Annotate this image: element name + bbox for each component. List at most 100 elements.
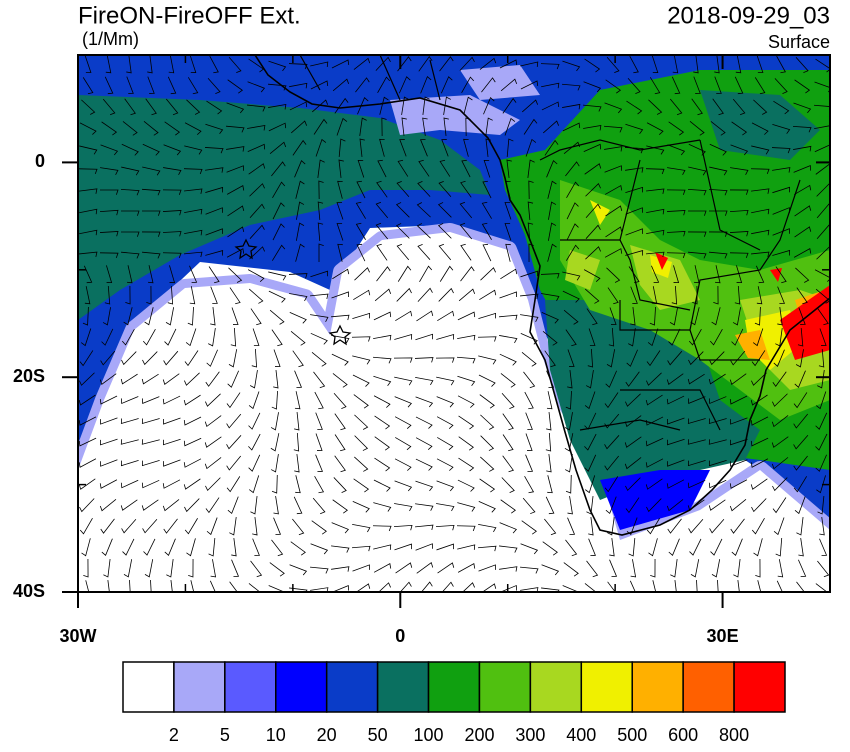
wind-barb: [317, 201, 324, 220]
wind-barb: [436, 480, 455, 492]
wind-barb: [460, 180, 472, 198]
wind-barb: [210, 286, 218, 304]
wind-barb: [416, 223, 431, 239]
wind-barb: [564, 412, 573, 431]
wind-barb: [353, 289, 371, 301]
wind-barb: [294, 454, 300, 473]
wind-barb: [210, 307, 216, 326]
wind-barb: [141, 499, 159, 511]
wind-barb: [352, 374, 370, 387]
wind-barb: [271, 390, 278, 410]
wind-barb: [273, 517, 282, 536]
wind-barb: [184, 122, 202, 135]
colorbar-box: [529, 661, 583, 713]
wind-barb: [100, 167, 119, 175]
wind-barb: [667, 167, 686, 176]
wind-barb: [419, 265, 433, 282]
wind-barb: [226, 125, 245, 133]
wind-barb: [693, 55, 699, 74]
wind-barb: [248, 583, 261, 592]
wind-barb: [604, 392, 619, 409]
wind-barb: [315, 433, 323, 451]
wind-barb: [548, 222, 557, 241]
wind-barb: [293, 432, 300, 452]
wind-barb: [687, 188, 707, 196]
wind-barb: [752, 328, 764, 347]
wind-barb: [794, 496, 806, 515]
wind-barb: [396, 243, 410, 261]
date: 2018-09-29_03: [667, 2, 830, 29]
wind-barb: [310, 314, 329, 322]
wind-barb: [295, 243, 305, 262]
wind-barb: [816, 475, 826, 494]
colorbar: 2 5 10 20 50 100 200 300 400 500 600 800: [122, 661, 786, 745]
wind-barb: [205, 167, 224, 173]
plot-frame: [77, 54, 831, 593]
wind-barb: [163, 438, 181, 446]
wind-barb: [441, 139, 449, 157]
wind-barb: [190, 580, 195, 592]
colorbar-label: 2: [169, 725, 179, 745]
wind-barb: [81, 538, 91, 557]
wind-barb: [709, 518, 725, 534]
wind-barb: [751, 498, 767, 513]
wind-barb: [355, 201, 366, 219]
wind-barb: [338, 138, 346, 157]
wind-barb: [714, 265, 721, 284]
wind-barb: [78, 478, 96, 490]
wind-barb: [772, 186, 791, 194]
wind-barb: [483, 160, 491, 178]
wind-barb: [646, 498, 662, 513]
wind-barb: [777, 307, 783, 326]
wind-barb: [437, 223, 452, 239]
wind-barb: [733, 559, 741, 578]
wind-barb: [105, 55, 112, 74]
wind-barb: [730, 518, 745, 534]
wind-barb: [793, 392, 808, 409]
wind-barb: [645, 478, 663, 490]
wind-barb: [204, 415, 222, 428]
wind-barb: [545, 496, 555, 515]
wind-barb: [250, 560, 263, 578]
x-tick-label: 0: [395, 626, 405, 646]
wind-barb: [247, 125, 266, 131]
wind-barb: [436, 376, 455, 386]
wind-barb: [798, 559, 807, 578]
wind-barb: [527, 201, 534, 220]
wind-barb: [313, 371, 326, 389]
wind-barb: [731, 538, 743, 556]
wind-barb: [163, 167, 182, 176]
wind-barb: [141, 459, 160, 467]
wind-barb: [393, 357, 413, 363]
wind-barb: [604, 413, 620, 429]
colorbar-label: 400: [566, 725, 596, 745]
wind-barb: [437, 202, 452, 218]
wind-barb: [750, 478, 768, 490]
wind-barb: [184, 518, 198, 535]
wind-barb: [813, 104, 830, 112]
wind-barb: [793, 476, 808, 493]
wind-barb: [708, 499, 726, 511]
wind-barb: [141, 479, 160, 489]
wind-barb: [273, 349, 281, 367]
wind-barb: [184, 350, 199, 367]
wind-barb: [270, 433, 280, 452]
wind-barb: [336, 202, 344, 220]
wind-barb: [247, 104, 266, 112]
wind-barb: [771, 436, 789, 448]
wind-barb: [120, 231, 140, 237]
wind-barb: [353, 394, 369, 409]
wind-barb: [541, 101, 560, 111]
wind-barb: [248, 391, 260, 410]
wind-barb: [717, 579, 719, 592]
wind-barb: [333, 393, 347, 410]
wind-barb: [375, 222, 389, 240]
wind-barb: [268, 271, 287, 281]
wind-barb: [352, 500, 370, 513]
wind-barb: [373, 479, 391, 492]
wind-barb: [101, 121, 118, 136]
wind-barb: [414, 357, 434, 363]
land: [655, 252, 830, 360]
wind-barb: [547, 475, 553, 494]
wind-barb: [142, 518, 158, 534]
